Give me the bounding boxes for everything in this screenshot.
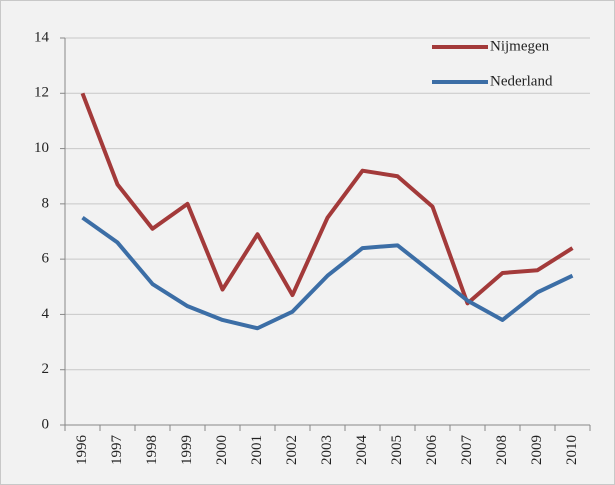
- y-tick-label: 14: [34, 29, 50, 45]
- y-tick-label: 4: [42, 306, 50, 322]
- x-tick-label: 2008: [494, 435, 510, 465]
- legend-label: Nederland: [490, 73, 553, 89]
- x-tick-label: 2000: [214, 435, 230, 465]
- x-tick-label: 2006: [424, 435, 440, 466]
- x-tick-label: 2001: [249, 435, 265, 465]
- x-tick-label: 2009: [529, 435, 545, 465]
- x-tick-label: 2010: [564, 435, 580, 465]
- x-tick-label: 2003: [319, 435, 335, 465]
- y-tick-label: 2: [42, 361, 50, 377]
- legend-label: Nijmegen: [490, 38, 550, 54]
- series-line: [80, 92, 574, 306]
- x-tick-label: 2002: [284, 435, 300, 465]
- x-tick-label: 1998: [144, 435, 160, 465]
- y-tick-label: 10: [34, 140, 49, 156]
- y-tick-label: 12: [34, 85, 49, 101]
- x-tick-label: 1997: [109, 435, 125, 466]
- series-line: [81, 216, 574, 331]
- x-tick-label: 2004: [354, 435, 370, 466]
- x-tick-label: 1999: [179, 435, 195, 465]
- x-tick-label: 1996: [74, 435, 90, 466]
- x-tick-label: 2005: [389, 435, 405, 465]
- y-tick-label: 0: [42, 416, 50, 432]
- y-tick-label: 6: [42, 251, 50, 267]
- y-tick-label: 8: [42, 195, 50, 211]
- x-tick-label: 2007: [459, 435, 475, 466]
